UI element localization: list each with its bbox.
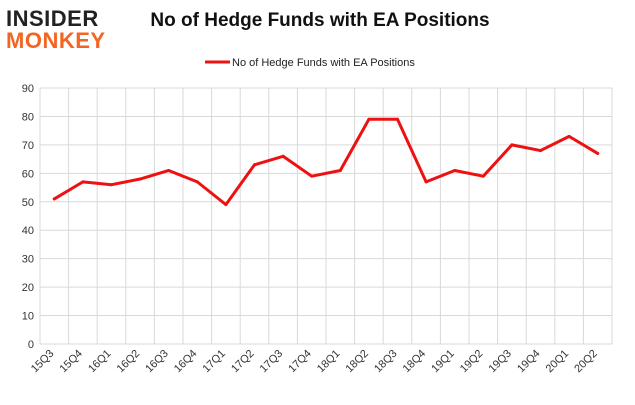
- y-tick-label: 60: [22, 168, 34, 180]
- x-tick-label: 15Q4: [57, 348, 85, 376]
- data-point: [110, 183, 113, 187]
- data-point: [396, 117, 399, 121]
- logo-line-1: INSIDER: [6, 6, 99, 31]
- data-point: [596, 151, 600, 155]
- x-tick-label: 20Q2: [572, 348, 600, 376]
- data-point: [138, 177, 142, 181]
- x-tick-label: 18Q4: [401, 348, 429, 376]
- data-point: [367, 117, 371, 121]
- x-tick-label: 17Q4: [286, 348, 314, 376]
- x-tick-label: 19Q1: [429, 348, 457, 376]
- y-tick-label: 30: [22, 254, 34, 266]
- data-point: [567, 134, 571, 138]
- x-tick-label: 17Q1: [200, 348, 228, 376]
- legend: No of Hedge Funds with EA Positions: [205, 57, 415, 69]
- grid-lines: [39, 87, 613, 345]
- y-tick-label: 10: [22, 311, 34, 323]
- data-point: [224, 203, 228, 207]
- x-tick-label: 19Q4: [515, 348, 543, 376]
- data-point: [281, 154, 285, 158]
- x-tick-label: 17Q2: [229, 348, 257, 376]
- data-point: [81, 180, 85, 184]
- x-tick-label: 16Q2: [115, 348, 143, 376]
- data-point: [453, 168, 457, 172]
- series-line: [52, 117, 600, 207]
- x-tick-label: 15Q3: [29, 348, 57, 376]
- x-tick-label: 19Q2: [458, 348, 486, 376]
- y-tick-label: 90: [22, 83, 34, 95]
- data-point: [510, 143, 514, 147]
- data-point: [310, 174, 314, 178]
- logo-line-2: MONKEY: [6, 28, 106, 53]
- data-point: [539, 149, 542, 153]
- legend-label: No of Hedge Funds with EA Positions: [232, 57, 415, 69]
- y-tick-label: 40: [22, 225, 34, 237]
- data-point: [424, 180, 428, 184]
- x-tick-label: 18Q1: [315, 348, 343, 376]
- data-point: [195, 180, 199, 184]
- y-tick-label: 80: [22, 111, 34, 123]
- data-point: [52, 197, 56, 201]
- data-point: [338, 168, 342, 172]
- chart-title: No of Hedge Funds with EA Positions: [150, 10, 490, 31]
- x-tick-label: 20Q1: [544, 348, 572, 376]
- y-tick-label: 0: [28, 339, 34, 351]
- y-tick-label: 70: [22, 140, 34, 152]
- x-tick-label: 16Q1: [86, 348, 114, 376]
- series-group: [52, 117, 600, 207]
- x-axis: 15Q3 15Q4 16Q1 16Q2 16Q3 16Q4 17Q1 17Q2 17Q3 17Q4…: [29, 348, 600, 376]
- y-axis: 0 10 20 30 40 50 60 70 80 90: [22, 83, 34, 351]
- insider-monkey-logo: INSIDER MONKEY: [6, 6, 116, 53]
- data-point: [253, 163, 256, 167]
- y-tick-label: 20: [22, 282, 34, 294]
- x-tick-label: 16Q3: [143, 348, 171, 376]
- data-point: [481, 174, 485, 178]
- data-point: [167, 168, 171, 172]
- x-tick-label: 18Q2: [343, 348, 371, 376]
- x-tick-label: 16Q4: [172, 348, 200, 376]
- x-tick-label: 17Q3: [258, 348, 286, 376]
- x-tick-label: 18Q3: [372, 348, 400, 376]
- x-tick-label: 19Q3: [486, 348, 514, 376]
- y-tick-label: 50: [22, 197, 34, 209]
